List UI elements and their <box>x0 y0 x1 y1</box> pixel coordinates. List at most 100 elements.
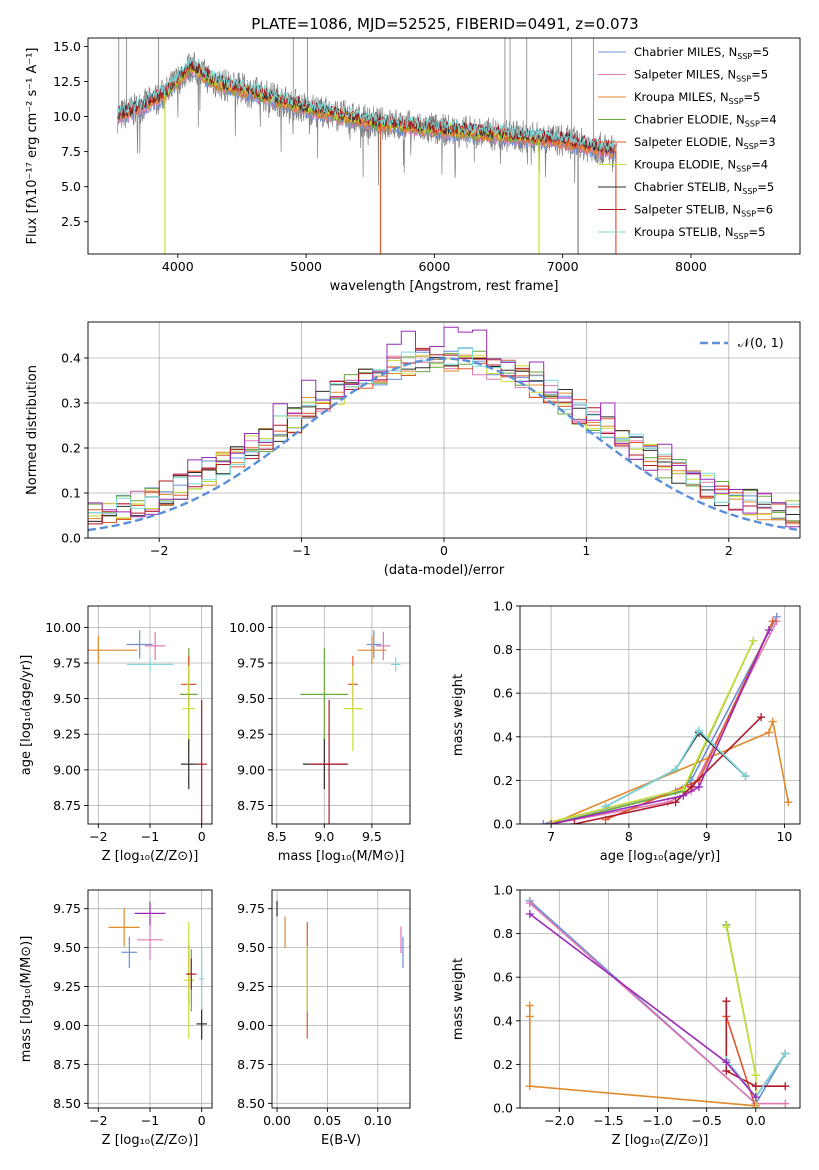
y-axis-label: mass [log₁₀(M/M⊙)] <box>19 936 34 1063</box>
x-axis-label: Z [log₁₀(Z/Z⊙)] <box>102 1133 199 1148</box>
y-tick-label: 9.00 <box>53 1018 81 1033</box>
y-tick-label: 8.75 <box>237 798 265 813</box>
weight-marker <box>751 1071 760 1080</box>
y-tick-label: 0.2 <box>61 441 81 456</box>
legend-entry: Kroupa STELIB, NSSP=5 <box>634 225 765 241</box>
weight-marker <box>781 1082 790 1091</box>
plot-area <box>88 326 800 532</box>
x-tick-label: 9.5 <box>362 829 382 844</box>
panel-age-vs-metallicity: −2 −1 0 8.75 9.00 9.25 9.50 9.75 10.00 Z [log₁₀(Z… <box>19 605 213 864</box>
weight-marker <box>525 1082 534 1091</box>
legend-entry: Salpeter ELODIE, NSSP=3 <box>634 135 776 151</box>
x-tick-label: 9.0 <box>314 829 334 844</box>
y-tick-label: 0.8 <box>493 642 513 657</box>
weight-line <box>605 729 747 808</box>
weight-marker <box>764 728 773 737</box>
legend-entry: Chabrier STELIB, NSSP=5 <box>634 180 774 196</box>
weight-marker <box>694 782 703 791</box>
weight-marker <box>671 798 680 807</box>
panel-mass-vs-extinction: 0.00 0.05 0.10 8.50 8.75 9.00 9.25 9.50 9.75 E(B-… <box>237 889 411 1148</box>
x-tick-label: 8.5 <box>267 829 287 844</box>
y-tick-label: 8.75 <box>237 1057 265 1072</box>
axes-frame <box>271 889 411 1109</box>
panel-mass-vs-metallicity: −2 −1 0 8.50 8.75 9.00 9.25 9.50 9.75 Z [log₁₀(Z/… <box>19 889 213 1148</box>
weight-line <box>543 616 778 824</box>
weight-marker <box>525 1012 534 1021</box>
weight-marker <box>671 765 680 774</box>
x-tick-label: −2.0 <box>544 1113 574 1128</box>
y-tick-label: 0.3 <box>61 396 81 411</box>
y-tick-label: 10.0 <box>53 109 81 124</box>
y-axis-label: Flux [fλ10⁻¹⁷ erg cm⁻² s⁻¹ A⁻¹] <box>25 48 40 245</box>
plot-area <box>276 900 404 1039</box>
x-tick-label: 7000 <box>547 259 579 274</box>
x-axis-label: mass [log₁₀(M/M⊙)] <box>278 849 405 864</box>
y-tick-label: 0.4 <box>61 351 81 366</box>
y-tick-label: 0.0 <box>61 531 81 546</box>
y-tick-label: 1.0 <box>493 883 513 898</box>
x-tick-label: 1 <box>582 543 590 558</box>
y-tick-label: 12.5 <box>53 74 81 89</box>
weight-line <box>550 629 770 824</box>
y-tick-label: 9.00 <box>237 1018 265 1033</box>
y-tick-label: 15.0 <box>53 39 81 54</box>
weight-marker <box>525 1001 534 1010</box>
weight-marker <box>539 820 548 824</box>
x-tick-label: 5000 <box>290 259 322 274</box>
y-tick-label: 9.00 <box>237 762 265 777</box>
weight-marker <box>547 820 556 824</box>
x-axis-label: Z [log₁₀(Z/Z⊙)] <box>102 849 199 864</box>
weight-marker <box>751 1104 760 1108</box>
y-tick-label: 10.00 <box>45 620 81 635</box>
y-tick-label: 2.5 <box>61 214 81 229</box>
x-tick-label: 0.10 <box>364 1113 392 1128</box>
x-tick-label: 10 <box>776 829 792 844</box>
weight-marker <box>679 791 688 800</box>
y-tick-label: 0.2 <box>493 1057 513 1072</box>
legend-entry: Kroupa ELODIE, NSSP=4 <box>634 158 768 174</box>
figure-title: PLATE=1086, MJD=52525, FIBERID=0491, z=0… <box>251 15 638 33</box>
y-axis-label: Normed distribution <box>25 365 40 495</box>
weight-line <box>529 913 757 1098</box>
x-axis-label: wavelength [Angstrom, rest frame] <box>330 279 559 294</box>
y-tick-label: 9.50 <box>237 691 265 706</box>
weight-marker <box>768 717 777 726</box>
x-tick-label: −1.0 <box>642 1113 672 1128</box>
axes-frame <box>519 889 801 1109</box>
y-tick-label: 0.0 <box>493 817 513 832</box>
x-axis-label: E(B-V) <box>321 1133 361 1148</box>
y-tick-label: 9.75 <box>237 901 265 916</box>
x-tick-label: 7 <box>547 829 555 844</box>
weight-marker <box>722 1058 731 1067</box>
weight-marker <box>722 1066 731 1075</box>
x-tick-label: 0.05 <box>313 1113 341 1128</box>
weight-marker <box>694 726 703 735</box>
y-tick-label: 0.2 <box>493 773 513 788</box>
weight-marker <box>768 617 777 626</box>
x-tick-label: 2 <box>725 543 733 558</box>
axes-frame <box>87 37 801 255</box>
x-tick-label: −1 <box>141 1113 159 1128</box>
y-tick-label: 9.25 <box>53 727 81 742</box>
panel-residuals: 𝒩(0, 1) −2 −1 0 1 2 0.0 0.1 0.2 0.3 0.4 (data-model… <box>25 321 801 578</box>
weight-marker <box>781 1049 790 1058</box>
weight-marker <box>687 782 696 791</box>
y-tick-label: 9.25 <box>237 727 265 742</box>
weight-marker <box>757 713 766 722</box>
model-spectrum-kroupa-stelib <box>117 56 617 153</box>
x-tick-label: −1 <box>141 829 159 844</box>
plot-area <box>117 38 617 254</box>
model-spectrum-salpeter-miles <box>117 64 617 160</box>
weight-marker <box>784 798 793 807</box>
y-tick-label: 9.50 <box>53 691 81 706</box>
x-tick-label: −1 <box>292 543 310 558</box>
y-tick-label: 8.75 <box>53 1057 81 1072</box>
y-tick-label: 9.25 <box>53 979 81 994</box>
panel-weight-vs-metallicity: −2.0 −1.5 −1.0 −0.5 0.0 0.0 0.2 0.4 0.6 0.8 1.0 Z [… <box>451 883 801 1148</box>
weight-marker <box>749 636 758 645</box>
y-tick-label: 0.4 <box>493 729 513 744</box>
legend-entry: Chabrier ELODIE, NSSP=4 <box>634 113 777 129</box>
x-tick-label: 0.0 <box>746 1113 766 1128</box>
x-axis-label: age [log₁₀(age/yr)] <box>600 849 721 864</box>
y-tick-label: 0.8 <box>493 926 513 941</box>
